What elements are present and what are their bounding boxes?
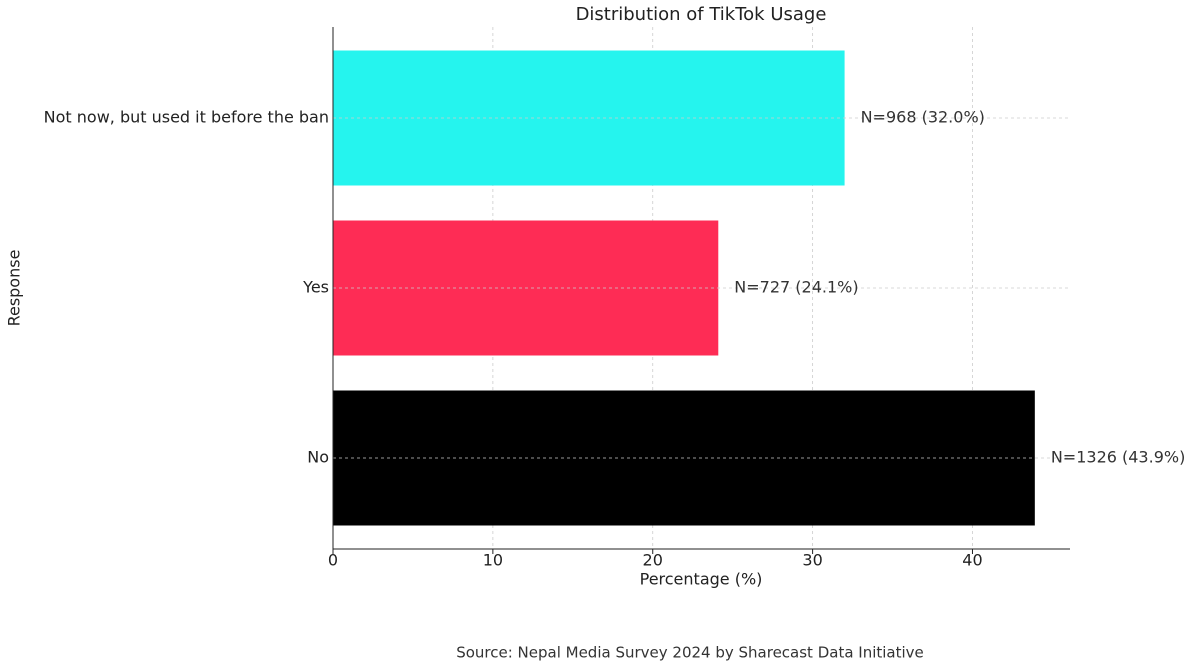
- x-tick-label: 10: [483, 551, 503, 570]
- y-axis-label: Response: [5, 250, 24, 327]
- value-label: N=968 (32.0%): [861, 108, 985, 127]
- value-label: N=1326 (43.9%): [1051, 448, 1186, 467]
- y-tick-label: Not now, but used it before the ban: [44, 108, 329, 127]
- y-tick-label: No: [307, 448, 329, 467]
- x-tick-label: 30: [802, 551, 822, 570]
- source-note: Source: Nepal Media Survey 2024 by Share…: [456, 644, 924, 662]
- x-tick-label: 20: [643, 551, 663, 570]
- y-tick-label: Yes: [302, 278, 329, 297]
- x-axis-label: Percentage (%): [640, 570, 763, 589]
- x-tick-label: 40: [962, 551, 982, 570]
- value-label: N=727 (24.1%): [734, 278, 858, 297]
- x-tick-label: 0: [328, 551, 338, 570]
- chart-title: Distribution of TikTok Usage: [576, 4, 827, 25]
